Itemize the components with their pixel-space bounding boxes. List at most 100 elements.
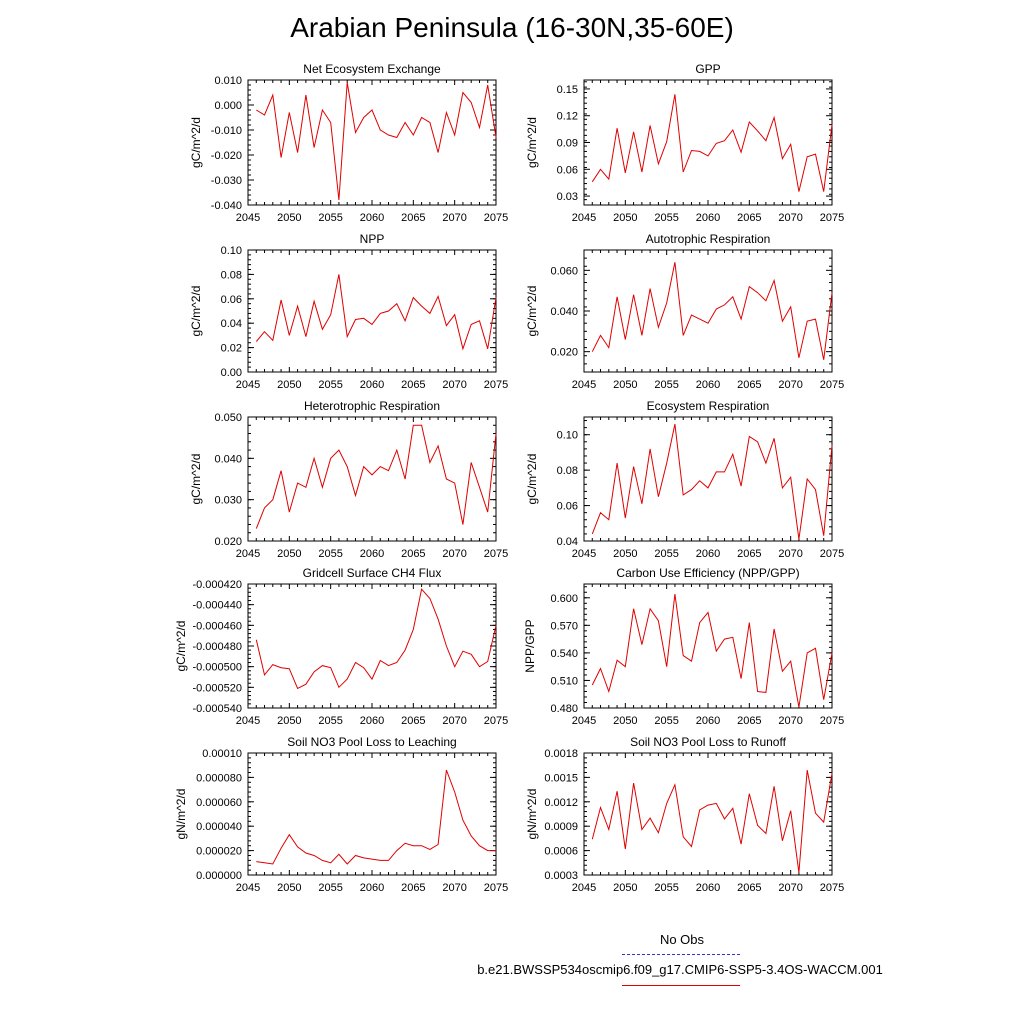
y-axis-label: gC/m^2/d	[189, 454, 203, 505]
series-line	[591, 594, 833, 708]
x-tick-label: 2060	[360, 212, 384, 224]
panel: Soil NO3 Pool Loss to Runoff 2045 2050 2055…	[525, 735, 844, 894]
panel-title: NPP	[360, 232, 385, 246]
x-tick-label: 2055	[318, 548, 342, 560]
y-tick-label: 0.10	[221, 245, 242, 257]
y-tick-label: 0.020	[550, 347, 578, 359]
x-tick-label: 2065	[401, 379, 425, 391]
y-tick-label: -0.000480	[192, 641, 242, 653]
x-tick-label: 2055	[654, 548, 678, 560]
x-tick-label: 2075	[820, 715, 844, 727]
y-axis-label: NPP/GPP	[523, 619, 537, 672]
series-line	[256, 769, 496, 865]
panel: Gridcell Surface CH4 Flux 2045 2050 2055 206…	[174, 566, 508, 727]
x-tick-label: 2060	[360, 548, 384, 560]
panel: Ecosystem Respiration 2045 2050 2055 2060 206…	[525, 399, 844, 560]
panel: Net Ecosystem Exchange 2045 2050 2055 2060 20…	[189, 62, 508, 224]
x-tick-label: 2050	[277, 212, 301, 224]
y-tick-label: -0.000540	[192, 703, 242, 715]
y-tick-label: 0.0012	[544, 797, 578, 809]
y-tick-label: 0.030	[214, 495, 242, 507]
y-tick-label: 0.050	[214, 412, 242, 424]
y-tick-label: 0.000040	[196, 821, 242, 833]
x-tick-label: 2070	[778, 379, 802, 391]
x-tick-label: 2045	[572, 882, 596, 894]
x-tick-label: 2070	[778, 715, 802, 727]
x-tick-label: 2045	[236, 715, 260, 727]
y-axis-label: gC/m^2/d	[174, 621, 188, 672]
x-tick-label: 2050	[277, 548, 301, 560]
x-tick-label: 2045	[236, 548, 260, 560]
x-tick-label: 2065	[737, 379, 761, 391]
x-tick-label: 2055	[318, 715, 342, 727]
panel-title: Net Ecosystem Exchange	[303, 62, 441, 76]
x-tick-label: 2045	[572, 548, 596, 560]
y-tick-label: 0.15	[557, 84, 578, 96]
x-tick-label: 2075	[820, 212, 844, 224]
x-tick-label: 2060	[360, 715, 384, 727]
x-tick-label: 2070	[442, 379, 466, 391]
x-tick-label: 2060	[696, 379, 720, 391]
y-tick-label: 0.0003	[544, 870, 578, 882]
y-tick-label: 0.00	[221, 367, 242, 379]
series-line	[591, 262, 833, 360]
y-tick-label: 0.03	[557, 191, 578, 203]
y-tick-label: 0.0006	[544, 846, 578, 858]
x-tick-label: 2060	[360, 882, 384, 894]
plot-frame	[247, 752, 497, 876]
plot-frame	[583, 752, 833, 876]
y-tick-label: 0.480	[550, 703, 578, 715]
x-tick-label: 2050	[277, 715, 301, 727]
y-tick-label: -0.000440	[192, 600, 242, 612]
x-tick-label: 2050	[613, 379, 637, 391]
panel: Heterotrophic Respiration 2045 2050 2055 206…	[189, 399, 508, 560]
plot-frame	[247, 79, 497, 206]
x-tick-label: 2070	[442, 882, 466, 894]
x-tick-label: 2050	[613, 882, 637, 894]
x-tick-label: 2075	[484, 715, 508, 727]
y-tick-label: 0.000060	[196, 797, 242, 809]
panel-title: Autotrophic Respiration	[646, 232, 771, 246]
x-tick-label: 2065	[401, 548, 425, 560]
x-tick-label: 2065	[737, 715, 761, 727]
x-tick-label: 2045	[236, 212, 260, 224]
x-tick-label: 2060	[696, 715, 720, 727]
page-title: Arabian Peninsula (16-30N,35-60E)	[290, 12, 734, 43]
y-tick-label: 0.02	[221, 343, 242, 355]
x-tick-label: 2075	[484, 379, 508, 391]
x-tick-label: 2045	[236, 882, 260, 894]
y-axis-label: gC/m^2/d	[189, 286, 203, 337]
x-tick-label: 2060	[696, 882, 720, 894]
x-tick-label: 2075	[484, 548, 508, 560]
x-tick-label: 2075	[484, 882, 508, 894]
y-axis-label: gC/m^2/d	[525, 117, 539, 168]
panel: GPP 2045 2050 2055 2060 2065 2070 2075 0.03 0.06 0…	[525, 62, 844, 224]
y-tick-label: 0.06	[557, 501, 578, 513]
y-tick-label: 0.060	[550, 265, 578, 277]
y-tick-label: 0.09	[557, 138, 578, 150]
plot-frame	[247, 583, 497, 709]
y-tick-label: 0.600	[550, 593, 578, 605]
y-tick-label: 0.000020	[196, 846, 242, 858]
x-tick-label: 2055	[654, 379, 678, 391]
x-tick-label: 2070	[442, 212, 466, 224]
plot-frame	[583, 583, 833, 709]
y-axis-label: gC/m^2/d	[525, 286, 539, 337]
y-tick-label: 0.020	[214, 536, 242, 548]
x-tick-label: 2070	[778, 212, 802, 224]
x-tick-label: 2075	[820, 882, 844, 894]
y-tick-label: 0.0009	[544, 821, 578, 833]
panel-title: GPP	[695, 62, 720, 76]
x-tick-label: 2045	[572, 715, 596, 727]
y-tick-label: 0.0015	[544, 772, 578, 784]
plot-frame	[247, 416, 497, 542]
panel-title: Carbon Use Efficiency (NPP/GPP)	[616, 566, 799, 580]
series-line	[256, 82, 497, 201]
y-tick-label: 0.10	[557, 430, 578, 442]
plot-frame	[247, 249, 497, 373]
y-tick-label: 0.570	[550, 620, 578, 632]
x-tick-label: 2055	[318, 882, 342, 894]
y-axis-label: gN/m^2/d	[525, 789, 539, 840]
x-tick-label: 2055	[654, 715, 678, 727]
x-tick-label: 2070	[778, 548, 802, 560]
